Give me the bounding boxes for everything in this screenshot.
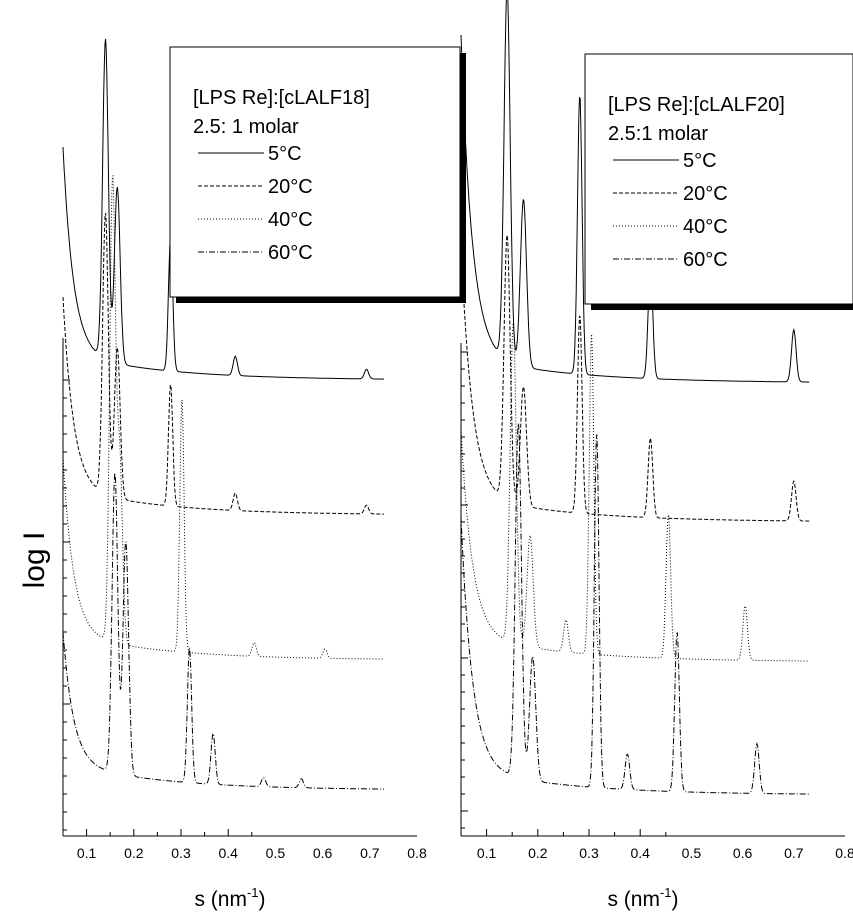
legend-subtitle: 2.5:1 molar bbox=[608, 123, 708, 145]
x-tick-label: 0.6 bbox=[733, 845, 753, 861]
curve-right-2 bbox=[460, 323, 810, 662]
legend-title: [LPS Re]:[cLALF18] bbox=[193, 87, 370, 109]
x-tick-label: 0.7 bbox=[360, 845, 380, 861]
x-tick-label: 0.1 bbox=[477, 845, 497, 861]
x-tick-label: 0.2 bbox=[124, 845, 144, 861]
left-panel: 0.1 0.2 0.3 0.4 0.5 0.6 0.7 0.8 s (nm-1) [LPS Re]… bbox=[62, 38, 466, 911]
legend-title: [LPS Re]:[cLALF20] bbox=[608, 94, 785, 116]
curve-left-2 bbox=[62, 175, 384, 660]
curve-right-3 bbox=[460, 423, 810, 795]
legend-entry: 5°C bbox=[683, 150, 717, 172]
y-axis-label: log I bbox=[18, 532, 51, 589]
x-tick-label: 0.7 bbox=[784, 845, 804, 861]
x-axis-label: s (nm-1) bbox=[194, 885, 265, 911]
legend-subtitle: 2.5: 1 molar bbox=[193, 116, 299, 138]
x-tick-label: 0.4 bbox=[630, 845, 650, 861]
legend-entry: 20°C bbox=[683, 183, 728, 205]
x-tick-label: 0.5 bbox=[682, 845, 702, 861]
curve-left-0 bbox=[62, 38, 384, 380]
x-tick-label: 0.2 bbox=[528, 845, 548, 861]
legend-entry: 60°C bbox=[683, 249, 728, 271]
legend-entry: 20°C bbox=[268, 176, 313, 198]
x-tick-label: 0.8 bbox=[835, 845, 853, 861]
right-panel: 0.1 0.2 0.3 0.4 0.5 0.6 0.7 0.8 s (nm-1) [LPS Re]… bbox=[460, 0, 853, 911]
legend-entry: 40°C bbox=[268, 209, 313, 231]
x-tick-label: 0.5 bbox=[266, 845, 286, 861]
curve-right-1 bbox=[460, 235, 810, 522]
x-tick-label: 0.8 bbox=[407, 845, 427, 861]
x-tick-label: 0.1 bbox=[77, 845, 97, 861]
x-tick-label: 0.6 bbox=[313, 845, 333, 861]
curve-left-3 bbox=[62, 472, 384, 790]
x-axis-label: s (nm-1) bbox=[607, 885, 678, 911]
curve-right-0 bbox=[460, 0, 810, 383]
x-tick-label: 0.3 bbox=[171, 845, 191, 861]
legend-entry: 60°C bbox=[268, 242, 313, 264]
legend-entry: 5°C bbox=[268, 143, 302, 165]
x-tick-label: 0.4 bbox=[218, 845, 238, 861]
legend-entry: 40°C bbox=[683, 216, 728, 238]
x-tick-label: 0.3 bbox=[579, 845, 599, 861]
legend-box bbox=[584, 53, 853, 305]
legend-box bbox=[169, 46, 461, 298]
